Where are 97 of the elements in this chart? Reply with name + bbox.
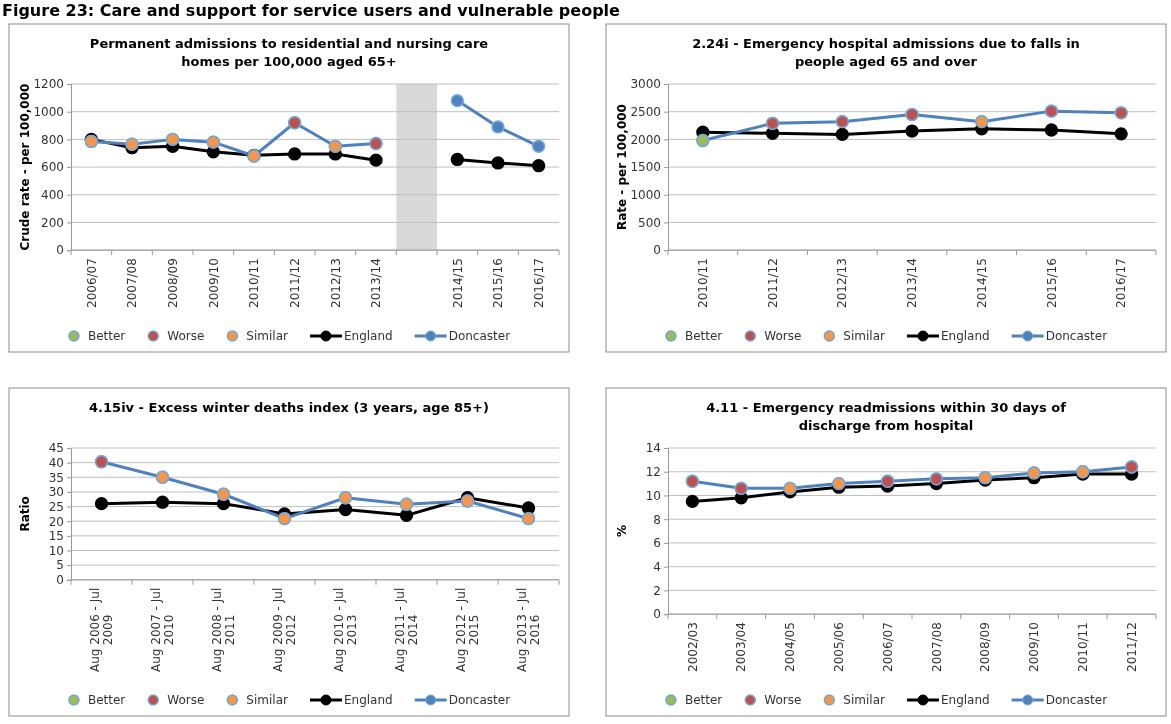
x-tick-label: Aug 2007 - Jul 2010 <box>149 587 177 672</box>
y-tick-label: 0 <box>653 243 661 258</box>
y-tick-label: 0 <box>56 243 64 258</box>
x-tick-label: 2016/17 <box>1114 258 1129 308</box>
x-tick-label: Aug 2012 - Jul 2015 <box>454 587 482 672</box>
x-tick-label: 2003/04 <box>734 622 749 672</box>
y-tick-label: 3000 <box>630 77 661 92</box>
y-tick-label: 40 <box>48 455 64 470</box>
y-tick-label: 8 <box>653 512 661 527</box>
chart-title: 2.24i - Emergency hospital admissions due to falls in people aged 65 and over <box>692 36 1080 69</box>
y-axis-title: Rate - per 100,000 <box>615 104 629 231</box>
x-tick-label: Aug 2009 - Jul 2012 <box>271 587 299 672</box>
y-tick-label: 5 <box>56 558 64 573</box>
y-tick-label: 1000 <box>630 188 661 203</box>
legend-label: Doncaster <box>1045 693 1108 707</box>
y-tick-label: 0 <box>653 607 661 622</box>
legend-label: Worse <box>764 329 802 343</box>
legend-label: Doncaster <box>448 693 511 707</box>
legend-label: Similar <box>246 329 288 343</box>
y-tick-label: 4 <box>653 560 661 575</box>
x-tick-label: 2002/03 <box>685 622 700 672</box>
legend-label: England <box>940 693 990 707</box>
x-tick-label: 2014/15 <box>974 258 989 308</box>
x-tick-label: 2012/13 <box>835 258 850 308</box>
y-tick-label: 200 <box>41 215 64 230</box>
x-tick-label: 2008/09 <box>165 258 180 308</box>
y-tick-label: 1200 <box>33 77 64 92</box>
y-tick-label: 15 <box>48 529 64 544</box>
legend-label: England <box>343 329 393 343</box>
y-tick-label: 10 <box>48 543 64 558</box>
x-tick-label: 2006/07 <box>880 622 895 672</box>
y-tick-label: 0 <box>56 573 64 588</box>
x-tick-label: Aug 2008 - Jul 2011 <box>210 587 238 672</box>
x-tick-label: 2013/14 <box>905 258 920 308</box>
x-tick-label: Aug 2010 - Jul 2013 <box>332 587 360 672</box>
y-tick-label: 6 <box>653 536 661 551</box>
y-axis-title: % <box>615 525 629 538</box>
x-tick-label: Aug 2006 - Jul 2009 <box>88 587 116 672</box>
x-tick-label: 2011/12 <box>287 258 302 308</box>
x-tick-label: 2014/15 <box>450 258 465 308</box>
legend-label: Worse <box>167 329 205 343</box>
x-tick-label: 2012/13 <box>328 258 343 308</box>
caption: Figure 23: Care and support for service users and vulnerable people <box>2 1 621 20</box>
legend-label: Worse <box>764 693 802 707</box>
y-tick-label: 1000 <box>33 105 64 120</box>
legend-label: Similar <box>246 693 288 707</box>
y-tick-label: 2000 <box>630 132 661 147</box>
y-tick-label: 600 <box>41 160 64 175</box>
x-tick-label: 2004/05 <box>783 622 798 672</box>
legend-label: Better <box>87 329 126 343</box>
x-tick-label: 2009/10 <box>1027 622 1042 672</box>
x-tick-label: 2016/17 <box>531 258 546 308</box>
x-tick-label: 2010/11 <box>696 258 711 308</box>
x-tick-label: 2005/06 <box>832 622 846 672</box>
y-tick-label: 30 <box>48 485 64 500</box>
y-axis-title: Crude rate - per 100,000 <box>18 83 32 251</box>
chart-title: Permanent admissions to residential and nursing care homes per 100,000 aged 65+ <box>89 36 489 69</box>
legend-label: England <box>940 329 990 343</box>
x-tick-label: 2009/10 <box>206 258 221 308</box>
chart-title: 4.15iv - Excess winter deaths index (3 years, age 85+) <box>89 400 489 415</box>
x-tick-label: 2013/14 <box>369 258 384 308</box>
legend-label: Better <box>87 693 126 707</box>
legend-label: Similar <box>843 693 885 707</box>
x-tick-label: 2011/12 <box>1124 622 1139 672</box>
legend-label: England <box>343 693 393 707</box>
legend-label: Doncaster <box>448 329 511 343</box>
x-tick-label: Aug 2011 - Jul 2014 <box>393 587 421 672</box>
legend-label: Similar <box>843 329 885 343</box>
legend-label: Better <box>684 693 723 707</box>
legend-label: Doncaster <box>1045 329 1108 343</box>
y-axis-title: Ratio <box>18 496 32 532</box>
x-tick-label: 2015/16 <box>491 258 506 308</box>
x-tick-label: Aug 2013 - Jul 2016 <box>515 587 543 672</box>
chart-title: 4.11 - Emergency readmissions within 30 days of discharge from hospital <box>706 400 1067 433</box>
y-tick-label: 2500 <box>630 105 661 120</box>
y-tick-label: 400 <box>41 188 64 203</box>
x-tick-label: 2008/09 <box>978 622 993 672</box>
y-tick-label: 800 <box>41 132 64 147</box>
y-tick-label: 2 <box>653 583 661 598</box>
x-tick-label: 2010/11 <box>247 258 262 308</box>
y-tick-label: 500 <box>638 215 661 230</box>
y-tick-label: 45 <box>48 441 64 456</box>
x-tick-label: 2015/16 <box>1044 258 1059 308</box>
x-tick-label: 2010/11 <box>1076 622 1090 672</box>
x-tick-label: 2007/08 <box>125 258 140 308</box>
x-tick-label: 2007/08 <box>929 622 944 672</box>
x-tick-label: 2006/07 <box>84 258 99 308</box>
legend-label: Worse <box>167 693 205 707</box>
y-tick-label: 12 <box>645 465 661 480</box>
y-tick-label: 35 <box>48 470 64 485</box>
y-tick-label: 20 <box>48 514 64 529</box>
x-tick-label: 2011/12 <box>765 258 780 308</box>
y-tick-label: 1500 <box>630 160 661 175</box>
y-tick-label: 10 <box>645 488 661 503</box>
y-tick-label: 14 <box>645 441 661 456</box>
legend-label: Better <box>684 329 723 343</box>
y-tick-label: 25 <box>48 499 64 514</box>
